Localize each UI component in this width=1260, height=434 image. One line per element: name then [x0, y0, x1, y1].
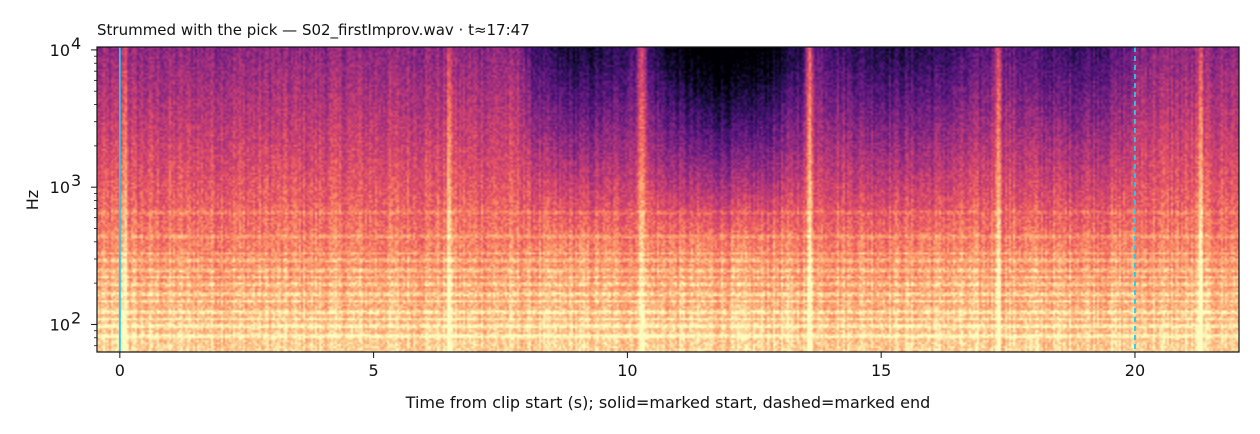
y-axis-label: Hz	[23, 190, 42, 210]
y-tick-exponent: 3	[71, 171, 81, 190]
x-axis-label: Time from clip start (s); solid=marked s…	[405, 393, 931, 412]
x-tick-label: 15	[871, 361, 891, 380]
x-tick-label: 20	[1125, 361, 1145, 380]
y-tick-label: 10	[50, 315, 70, 334]
y-tick-exponent: 2	[71, 308, 81, 327]
y-tick-exponent: 4	[71, 34, 81, 53]
spectrogram-heatmap	[97, 47, 1239, 352]
marker-lines	[118, 47, 1136, 352]
chart-title: Strummed with the pick — S02_firstImprov…	[97, 21, 530, 40]
x-tick-label: 0	[115, 361, 125, 380]
plot-area	[96, 46, 1240, 353]
x-axis: 0 5 10 15 20	[115, 352, 1145, 380]
x-tick-label: 10	[617, 361, 637, 380]
y-tick-label: 10	[50, 41, 70, 60]
x-tick-label: 5	[369, 361, 379, 380]
plot-frame	[96, 46, 1240, 353]
y-tick-label: 10	[50, 178, 70, 197]
